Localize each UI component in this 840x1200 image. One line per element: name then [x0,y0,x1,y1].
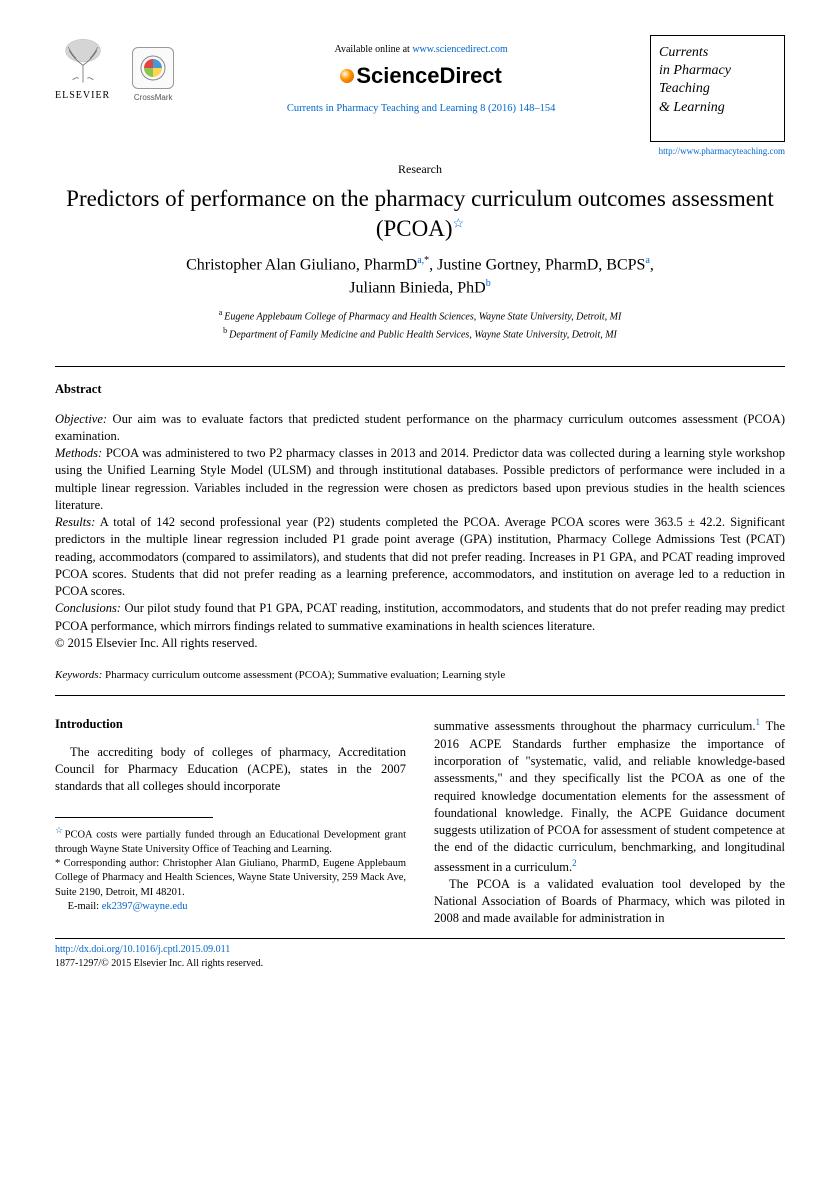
footnote-star-marker: ☆ [55,825,65,835]
elsevier-tree-icon [57,35,109,87]
keywords-text: Pharmacy curriculum outcome assessment (… [102,669,505,681]
conclusions-text: Our pilot study found that P1 GPA, PCAT … [55,601,785,632]
corr-email-link[interactable]: ek2397@wayne.edu [102,901,188,912]
footnote-funding: PCOA costs were partially funded through… [55,830,406,855]
body-columns: Introduction The accrediting body of col… [55,716,785,927]
keywords-label: Keywords: [55,669,102,681]
journal-cover-box: Currents in Pharmacy Teaching & Learning [650,35,785,142]
crossmark-label: CrossMark [134,92,173,103]
journal-title-l4: & Learning [659,99,776,117]
results-text: A total of 142 second professional year … [55,515,785,598]
methods-text: PCOA was administered to two P2 pharmacy… [55,446,785,512]
title-footnote-marker[interactable]: ☆ [453,215,465,230]
doi-link[interactable]: http://dx.doi.org/10.1016/j.cptl.2015.09… [55,944,230,955]
abstract-heading: Abstract [55,381,785,399]
article-type: Research [55,161,785,178]
available-online-line: Available online at www.sciencedirect.co… [192,43,650,57]
column-left: Introduction The accrediting body of col… [55,716,406,927]
journal-title: Currents in Pharmacy Teaching & Learning [659,44,776,117]
elsevier-logo: ELSEVIER [55,35,110,103]
author-3: Juliann Binieda, PhD [349,279,485,296]
rule-top [55,366,785,367]
journal-homepage-link[interactable]: http://www.pharmacyteaching.com [650,145,785,158]
abstract-body: Objective: Our aim was to evaluate facto… [55,411,785,653]
sd-ball-icon [340,69,354,83]
ref-2[interactable]: 2 [572,858,577,868]
footer-rule [55,938,785,939]
objective-label: Objective: [55,412,107,426]
crossmark-icon [132,47,174,89]
header-row: ELSEVIER CrossMark Available online at w [55,35,785,157]
authors-block: Christopher Alan Giuliano, PharmDa,*, Ju… [55,254,785,299]
article-title: Predictors of performance on the pharmac… [55,184,785,244]
col2-p1b: The 2016 ACPE Standards further emphasiz… [434,720,785,874]
crossmark-badge[interactable]: CrossMark [132,47,174,103]
issn-copyright: 1877-1297/© 2015 Elsevier Inc. All right… [55,958,263,969]
authors-comma: , [650,256,654,273]
affiliation-a: Eugene Applebaum College of Pharmacy and… [224,312,621,323]
footnotes: ☆PCOA costs were partially funded throug… [55,824,406,914]
header-left: ELSEVIER CrossMark [55,35,192,103]
corr-label: * Corresponding author: [55,858,163,869]
email-label: E-mail: [68,901,102,912]
conclusions-label: Conclusions: [55,601,121,615]
sciencedirect-link[interactable]: www.sciencedirect.com [412,44,507,55]
keywords-line: Keywords: Pharmacy curriculum outcome as… [55,668,785,683]
affiliation-b: Department of Family Medicine and Public… [229,329,617,340]
footnote-rule [55,817,213,818]
author-1: Christopher Alan Giuliano, PharmD [186,256,417,273]
available-prefix: Available online at [334,44,412,55]
center-header: Available online at www.sciencedirect.co… [192,35,650,116]
intro-paragraph-1: The accrediting body of colleges of phar… [55,744,406,796]
methods-label: Methods: [55,446,102,460]
col2-p2: The PCOA is a validated evaluation tool … [434,876,785,928]
elsevier-label: ELSEVIER [55,89,110,103]
abstract-copyright: © 2015 Elsevier Inc. All rights reserved… [55,635,785,652]
journal-title-l1: Currents [659,44,776,62]
journal-title-l2: in Pharmacy [659,62,776,80]
title-text: Predictors of performance on the pharmac… [66,186,774,241]
column-right: summative assessments throughout the pha… [434,716,785,927]
journal-title-l3: Teaching [659,80,776,98]
author-3-affil[interactable]: b [486,278,491,289]
footer-block: http://dx.doi.org/10.1016/j.cptl.2015.09… [55,943,785,971]
affiliations: a Eugene Applebaum College of Pharmacy a… [55,307,785,342]
col2-p1a: summative assessments throughout the pha… [434,720,756,734]
sciencedirect-logo: ScienceDirect [192,61,650,92]
results-label: Results: [55,515,95,529]
abstract-section: Abstract Objective: Our aim was to evalu… [55,381,785,652]
rule-bottom-abstract [55,695,785,696]
journal-box-wrapper: Currents in Pharmacy Teaching & Learning… [650,35,785,157]
objective-text: Our aim was to evaluate factors that pre… [55,412,785,443]
sd-logo-text: ScienceDirect [356,61,502,92]
author-2: , Justine Gortney, PharmD, BCPS [429,256,645,273]
introduction-heading: Introduction [55,716,406,733]
citation-line[interactable]: Currents in Pharmacy Teaching and Learni… [192,102,650,117]
